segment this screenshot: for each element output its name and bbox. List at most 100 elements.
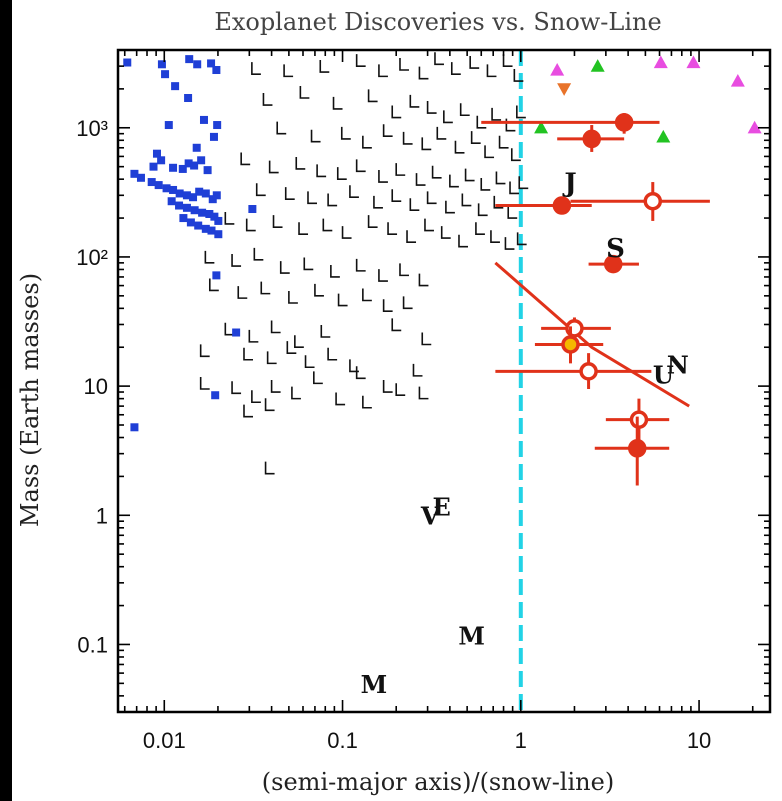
- rv-planet-marker: [470, 131, 481, 144]
- rv-planet-marker: [362, 288, 372, 302]
- rv-planet-marker: [418, 66, 429, 80]
- plot-frame: [116, 48, 772, 714]
- rv-planet-marker: [378, 269, 388, 282]
- rv-planet-marker: [327, 347, 338, 361]
- transit-planet-marker: [198, 208, 207, 217]
- rv-planet-marker: [507, 206, 518, 219]
- rv-planet-marker: [516, 232, 527, 246]
- transit-planet-marker: [182, 203, 191, 212]
- microlensing-planet-marker: [629, 410, 649, 429]
- chart-title: Exoplanet Discoveries vs. Snow-Line: [214, 8, 661, 36]
- rv-planet-marker: [480, 177, 491, 191]
- rv-planet-marker: [373, 195, 383, 209]
- rv-planet-marker: [382, 380, 393, 393]
- rv-planet-marker: [409, 198, 420, 212]
- green-triangle-marker: [656, 129, 671, 143]
- x-tick-label: 1: [515, 728, 527, 753]
- rv-planet-marker: [262, 93, 273, 106]
- rv-planet-marker: [513, 69, 524, 82]
- solar-system-planet-label: M: [458, 621, 485, 650]
- transit-planet-marker: [184, 94, 193, 103]
- rv-planet-marker: [272, 215, 283, 228]
- rv-planet-marker: [498, 135, 509, 149]
- rv-planet-marker: [255, 183, 266, 197]
- rv-planet-marker: [316, 164, 327, 178]
- rv-planet-marker: [335, 392, 346, 406]
- x-tick-label: 10: [687, 728, 711, 753]
- rv-planet-marker: [378, 170, 388, 183]
- rv-planet-marker: [314, 283, 324, 297]
- rv-planet-marker: [518, 176, 529, 190]
- rv-planet-marker: [330, 264, 340, 278]
- microlensing-planet-marker: [579, 362, 598, 381]
- transit-planet-marker: [182, 191, 191, 200]
- rv-planet-marker: [421, 332, 432, 346]
- rv-planet-marker: [382, 124, 393, 138]
- rv-planet-marker: [382, 299, 393, 313]
- x-tick-label: 0.1: [327, 728, 358, 753]
- rv-planet-marker: [349, 185, 359, 199]
- rv-planet-marker: [199, 376, 210, 390]
- rv-planet-marker: [355, 258, 366, 272]
- transit-planet-marker: [209, 132, 218, 141]
- rv-planet-marker: [475, 222, 485, 235]
- rv-planet-marker: [502, 54, 513, 67]
- rv-planet-marker: [270, 380, 281, 393]
- transit-planet-marker: [195, 187, 204, 196]
- rv-planet-marker: [395, 163, 406, 176]
- rv-planet-marker: [284, 187, 295, 200]
- transit-planet-marker: [212, 191, 221, 200]
- left-edge-bar: [0, 0, 12, 801]
- microlensing-planet-marker: [627, 439, 647, 458]
- solar-system-planet-label: N: [667, 351, 689, 380]
- rv-planet-marker: [450, 62, 461, 75]
- rv-planet-marker: [307, 191, 317, 205]
- transit-planet-marker: [199, 115, 208, 124]
- transit-planet-marker: [179, 214, 188, 223]
- rv-planet-marker: [199, 344, 210, 358]
- y-tick-label: 10²: [76, 245, 108, 270]
- transit-planet-marker: [171, 82, 180, 91]
- rv-planet-marker: [362, 135, 372, 149]
- rv-planet-marker: [367, 215, 378, 228]
- transit-planet-marker: [197, 156, 206, 165]
- transit-planet-marker: [167, 197, 176, 206]
- rv-planet-marker: [434, 52, 444, 66]
- rv-planet-marker: [248, 329, 259, 343]
- transit-planet-marker: [130, 423, 139, 432]
- transit-planet-marker: [175, 201, 184, 210]
- rv-planet-marker: [486, 64, 497, 78]
- y-tick-label: 1: [96, 503, 108, 528]
- transit-planet-marker: [212, 66, 221, 75]
- rv-planet-marker: [495, 171, 506, 185]
- rv-planet-marker: [406, 230, 417, 244]
- transit-planet-marker: [157, 156, 166, 165]
- magenta-triangle-marker: [747, 120, 762, 134]
- rv-planet-marker: [243, 404, 253, 418]
- y-tick-label: 0.1: [77, 632, 108, 657]
- rv-planet-marker: [337, 293, 348, 307]
- rv-planet-marker: [391, 318, 402, 332]
- orange-triangle-marker: [557, 83, 572, 96]
- rv-planet-marker: [260, 281, 271, 295]
- transit-planet-marker: [123, 58, 132, 67]
- rv-planet-marker: [322, 218, 333, 232]
- rv-planet-marker: [276, 121, 287, 135]
- transit-planet-marker: [136, 173, 145, 182]
- rv-planet-marker: [510, 148, 521, 162]
- rv-planet-marker: [283, 64, 294, 78]
- rv-planet-marker: [378, 64, 388, 78]
- transit-planet-marker: [157, 60, 166, 69]
- rv-planet-marker: [251, 390, 261, 404]
- y-axis-label: Mass (Earth masses): [16, 273, 44, 527]
- rv-planet-marker: [298, 222, 309, 235]
- transit-planet-marker: [212, 271, 221, 280]
- transit-planet-marker: [207, 59, 216, 68]
- microlensing-planet-marker: [552, 196, 572, 215]
- rv-planet-marker: [504, 237, 515, 250]
- transit-planet-marker: [210, 212, 219, 221]
- rv-planet-marker: [341, 226, 352, 239]
- transit-planet-marker: [193, 60, 202, 69]
- rv-planet-marker: [264, 461, 275, 475]
- microlensing-planet-marker: [603, 254, 623, 274]
